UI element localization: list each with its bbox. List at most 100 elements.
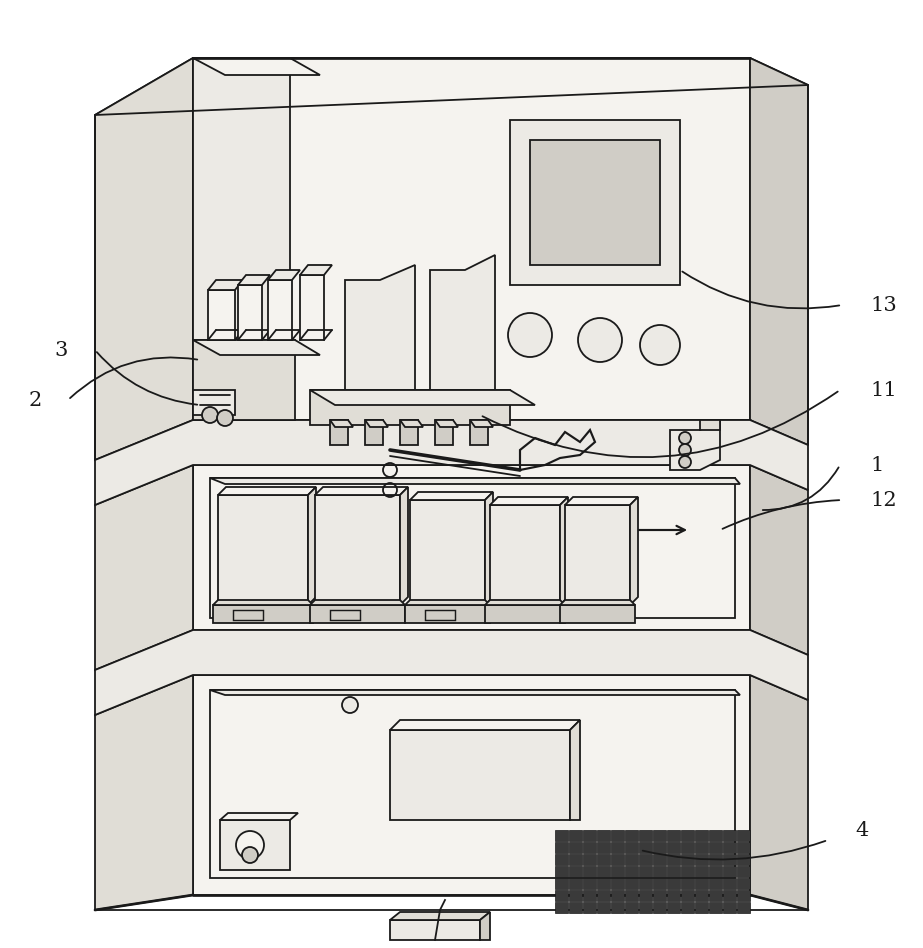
Polygon shape bbox=[737, 902, 750, 913]
Polygon shape bbox=[667, 854, 680, 865]
Circle shape bbox=[202, 407, 218, 423]
Polygon shape bbox=[597, 878, 610, 889]
Polygon shape bbox=[365, 420, 383, 445]
Polygon shape bbox=[95, 675, 193, 910]
Polygon shape bbox=[597, 854, 610, 865]
Polygon shape bbox=[425, 610, 455, 620]
Polygon shape bbox=[625, 866, 638, 877]
Polygon shape bbox=[470, 420, 488, 445]
Polygon shape bbox=[611, 866, 624, 877]
Polygon shape bbox=[653, 878, 666, 889]
Polygon shape bbox=[611, 902, 624, 913]
Polygon shape bbox=[723, 878, 736, 889]
Polygon shape bbox=[569, 902, 582, 913]
Polygon shape bbox=[193, 58, 290, 420]
Polygon shape bbox=[723, 830, 736, 841]
Polygon shape bbox=[193, 465, 750, 630]
Polygon shape bbox=[737, 866, 750, 877]
Polygon shape bbox=[208, 290, 235, 340]
Polygon shape bbox=[238, 275, 270, 285]
Polygon shape bbox=[210, 478, 740, 484]
Polygon shape bbox=[670, 420, 720, 470]
Polygon shape bbox=[218, 495, 308, 605]
Polygon shape bbox=[695, 866, 708, 877]
Polygon shape bbox=[570, 720, 580, 820]
Polygon shape bbox=[95, 465, 193, 670]
Polygon shape bbox=[750, 465, 808, 655]
Text: 12: 12 bbox=[870, 490, 896, 509]
Polygon shape bbox=[723, 842, 736, 853]
Polygon shape bbox=[750, 675, 808, 910]
Polygon shape bbox=[625, 854, 638, 865]
Polygon shape bbox=[390, 730, 570, 820]
Polygon shape bbox=[555, 890, 568, 901]
Polygon shape bbox=[709, 842, 722, 853]
Polygon shape bbox=[611, 854, 624, 865]
Polygon shape bbox=[667, 878, 680, 889]
Polygon shape bbox=[695, 854, 708, 865]
Polygon shape bbox=[630, 497, 638, 605]
Polygon shape bbox=[597, 866, 610, 877]
Polygon shape bbox=[700, 420, 720, 430]
Polygon shape bbox=[560, 600, 635, 605]
Polygon shape bbox=[639, 902, 652, 913]
Polygon shape bbox=[695, 890, 708, 901]
Polygon shape bbox=[95, 58, 193, 460]
Polygon shape bbox=[470, 420, 493, 427]
Polygon shape bbox=[555, 866, 568, 877]
Polygon shape bbox=[569, 842, 582, 853]
Polygon shape bbox=[400, 420, 423, 427]
Polygon shape bbox=[565, 505, 630, 605]
Polygon shape bbox=[723, 866, 736, 877]
Polygon shape bbox=[597, 890, 610, 901]
Polygon shape bbox=[695, 878, 708, 889]
Circle shape bbox=[578, 318, 622, 362]
Polygon shape bbox=[639, 830, 652, 841]
Polygon shape bbox=[560, 605, 635, 623]
Polygon shape bbox=[569, 878, 582, 889]
Polygon shape bbox=[345, 265, 415, 415]
Polygon shape bbox=[193, 675, 750, 895]
Polygon shape bbox=[639, 866, 652, 877]
Polygon shape bbox=[220, 820, 290, 870]
Polygon shape bbox=[611, 878, 624, 889]
Polygon shape bbox=[490, 497, 568, 505]
Polygon shape bbox=[625, 902, 638, 913]
Polygon shape bbox=[583, 902, 596, 913]
Polygon shape bbox=[315, 487, 408, 495]
Polygon shape bbox=[569, 890, 582, 901]
Polygon shape bbox=[435, 420, 458, 427]
Polygon shape bbox=[625, 890, 638, 901]
Polygon shape bbox=[681, 830, 694, 841]
Polygon shape bbox=[405, 605, 490, 623]
Polygon shape bbox=[737, 830, 750, 841]
Polygon shape bbox=[268, 280, 292, 340]
Polygon shape bbox=[569, 854, 582, 865]
Polygon shape bbox=[681, 890, 694, 901]
Polygon shape bbox=[681, 854, 694, 865]
Polygon shape bbox=[611, 890, 624, 901]
Circle shape bbox=[508, 313, 552, 357]
Polygon shape bbox=[667, 830, 680, 841]
Circle shape bbox=[679, 456, 691, 468]
Polygon shape bbox=[213, 600, 313, 605]
Circle shape bbox=[217, 410, 233, 426]
Polygon shape bbox=[330, 420, 353, 427]
Polygon shape bbox=[218, 487, 316, 495]
Polygon shape bbox=[315, 495, 400, 605]
Text: 4: 4 bbox=[855, 821, 869, 840]
Polygon shape bbox=[723, 902, 736, 913]
Polygon shape bbox=[709, 866, 722, 877]
Polygon shape bbox=[530, 140, 660, 265]
Polygon shape bbox=[400, 487, 408, 605]
Polygon shape bbox=[410, 492, 493, 500]
Polygon shape bbox=[510, 120, 680, 285]
Polygon shape bbox=[555, 854, 568, 865]
Polygon shape bbox=[555, 842, 568, 853]
Polygon shape bbox=[737, 842, 750, 853]
Polygon shape bbox=[667, 902, 680, 913]
Polygon shape bbox=[681, 878, 694, 889]
Polygon shape bbox=[193, 340, 320, 355]
Polygon shape bbox=[597, 830, 610, 841]
Polygon shape bbox=[430, 255, 495, 415]
